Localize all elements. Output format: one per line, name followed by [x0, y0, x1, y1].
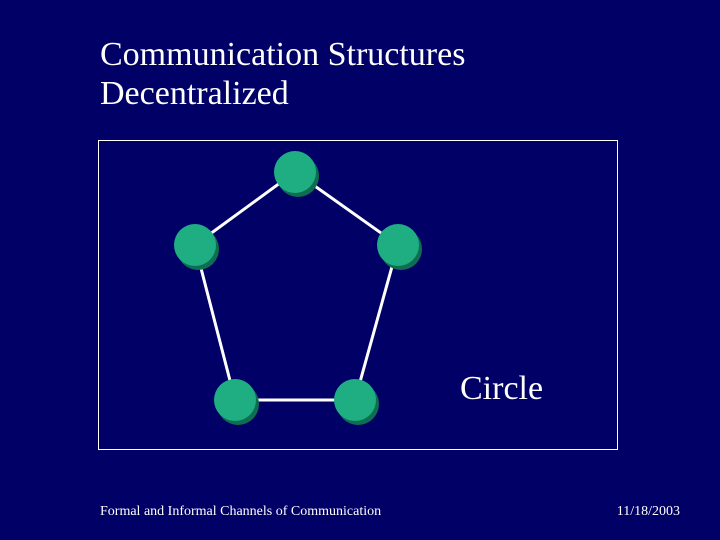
network-node: [377, 224, 419, 266]
footer-left: Formal and Informal Channels of Communic…: [100, 504, 381, 520]
network-node: [214, 379, 256, 421]
footer-right: 11/18/2003: [617, 504, 680, 520]
network-diagram: [0, 0, 720, 540]
diagram-label: Circle: [460, 370, 543, 408]
network-edge: [355, 245, 398, 400]
network-node: [334, 379, 376, 421]
network-node: [274, 151, 316, 193]
network-node: [174, 224, 216, 266]
slide: Communication Structures Decentralized C…: [0, 0, 720, 540]
